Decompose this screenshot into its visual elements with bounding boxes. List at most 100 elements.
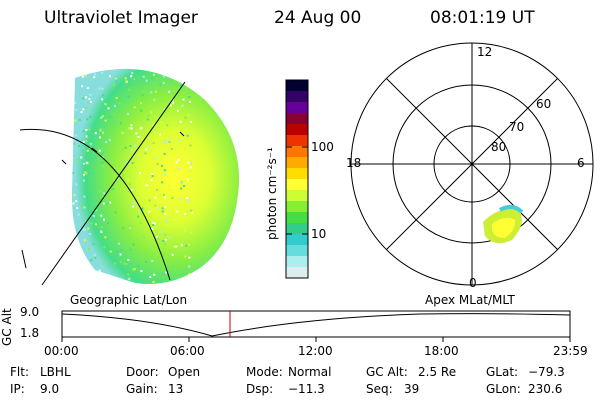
speckle-dot xyxy=(128,127,131,130)
speckle-dot xyxy=(114,262,116,265)
speckle-dot xyxy=(82,73,84,76)
speckle-dot xyxy=(74,102,77,104)
speckle-dot xyxy=(130,75,132,78)
speckle-dot xyxy=(170,104,172,107)
speckle-dot xyxy=(88,247,90,250)
speckle-dot xyxy=(141,138,144,141)
speckle-dot xyxy=(86,266,89,269)
speckle-dot xyxy=(133,106,136,109)
header-time: 08:01:19 UT xyxy=(430,8,535,28)
speckle-dot xyxy=(135,132,138,135)
ip-label: IP: xyxy=(10,382,25,396)
speckle-dot xyxy=(102,131,104,134)
speckle-dot xyxy=(187,243,190,246)
speckle-dot xyxy=(185,197,188,199)
speckle-dot xyxy=(103,192,106,195)
speckle-dot xyxy=(101,98,104,101)
speckle-dot xyxy=(82,141,85,144)
flt-value: LBHL xyxy=(40,365,71,379)
speckle-dot xyxy=(89,193,92,196)
speckle-dot xyxy=(142,236,145,239)
speckle-dot xyxy=(147,145,150,148)
speckle-dot xyxy=(146,118,149,121)
speckle-dot xyxy=(88,97,91,100)
speckle-dot xyxy=(126,260,129,263)
speckle-dot xyxy=(159,133,161,136)
glon-label: GLon: xyxy=(486,382,521,396)
speckle-dot xyxy=(86,131,89,134)
speckle-dot xyxy=(180,218,183,221)
lat-label-60: 60 xyxy=(536,97,552,111)
speckle-dot xyxy=(121,125,124,128)
speckle-dot xyxy=(141,207,144,210)
speckle-dot xyxy=(128,278,131,281)
speckle-dot xyxy=(129,225,132,228)
speckle-dot xyxy=(127,95,130,98)
speckle-dot xyxy=(184,255,187,258)
speckle-dot xyxy=(157,237,159,240)
speckle-dot xyxy=(152,281,155,283)
speckle-dot xyxy=(164,173,166,176)
speckle-dot xyxy=(148,199,151,202)
speckle-dot xyxy=(156,236,159,239)
colorbar-band xyxy=(286,179,308,191)
speckle-dot xyxy=(132,205,135,208)
speckle-dot xyxy=(108,139,111,142)
speckle-dot xyxy=(83,228,86,231)
speckle-dot xyxy=(140,127,143,130)
speckle-dot xyxy=(73,194,76,196)
speckle-dot xyxy=(140,102,142,105)
speckle-dot xyxy=(156,65,158,67)
geographic-grid xyxy=(19,81,186,286)
speckle-dot xyxy=(166,124,169,127)
speckle-dot xyxy=(131,161,134,164)
colorbar-ticks xyxy=(286,146,308,235)
speckle-dot xyxy=(130,127,133,130)
speckle-dot xyxy=(78,276,80,278)
speckle-dot xyxy=(88,265,90,268)
speckle-dot xyxy=(137,264,140,267)
speckle-dot xyxy=(109,75,111,78)
speckle-dot xyxy=(126,80,128,83)
speckle-dot xyxy=(166,222,169,225)
speckle-dot xyxy=(187,178,190,181)
speckle-dot xyxy=(105,275,108,278)
speckle-dot xyxy=(178,139,181,142)
speckle-dot xyxy=(162,240,165,242)
speckle-dot xyxy=(170,287,172,289)
polar-aurora-image xyxy=(483,205,524,244)
speckle-dot xyxy=(158,195,161,198)
colorbar-band xyxy=(286,223,308,235)
speckle-dot xyxy=(155,66,157,68)
speckle-dot xyxy=(85,139,88,142)
speckle-dot xyxy=(87,227,90,230)
mlt-label-18: 18 xyxy=(346,156,362,170)
speckle-dot xyxy=(106,202,109,205)
speckle-dot xyxy=(192,63,194,65)
speckle-dot xyxy=(84,171,87,174)
speckle-dot xyxy=(95,223,97,226)
speckle-dot xyxy=(85,172,88,175)
speckle-dot xyxy=(154,196,157,199)
altitude-ytick-1-8: 1.8 xyxy=(20,326,40,340)
speckle-dot xyxy=(168,90,171,93)
speckle-dot xyxy=(161,99,164,102)
speckle-dot xyxy=(103,218,105,221)
speckle-dot xyxy=(156,163,159,165)
speckle-dot xyxy=(101,276,104,279)
speckle-dot xyxy=(163,140,166,143)
speckle-dot xyxy=(84,96,87,99)
speckle-dot xyxy=(157,285,159,287)
gain-label: Gain: xyxy=(126,382,158,396)
speckle-dot xyxy=(84,271,87,274)
apex-panel-label: Apex MLat/MLT xyxy=(425,293,515,307)
speckle-dot xyxy=(185,244,188,247)
glat-value: −79.3 xyxy=(528,365,565,379)
speckle-dot xyxy=(124,163,127,166)
speckle-dot xyxy=(83,239,86,242)
speckle-dot xyxy=(89,93,92,96)
speckle-dot xyxy=(125,263,128,265)
speckle-dot xyxy=(92,123,95,126)
speckle-dot xyxy=(171,282,174,284)
altitude-ytick-9: 9.0 xyxy=(20,305,40,319)
